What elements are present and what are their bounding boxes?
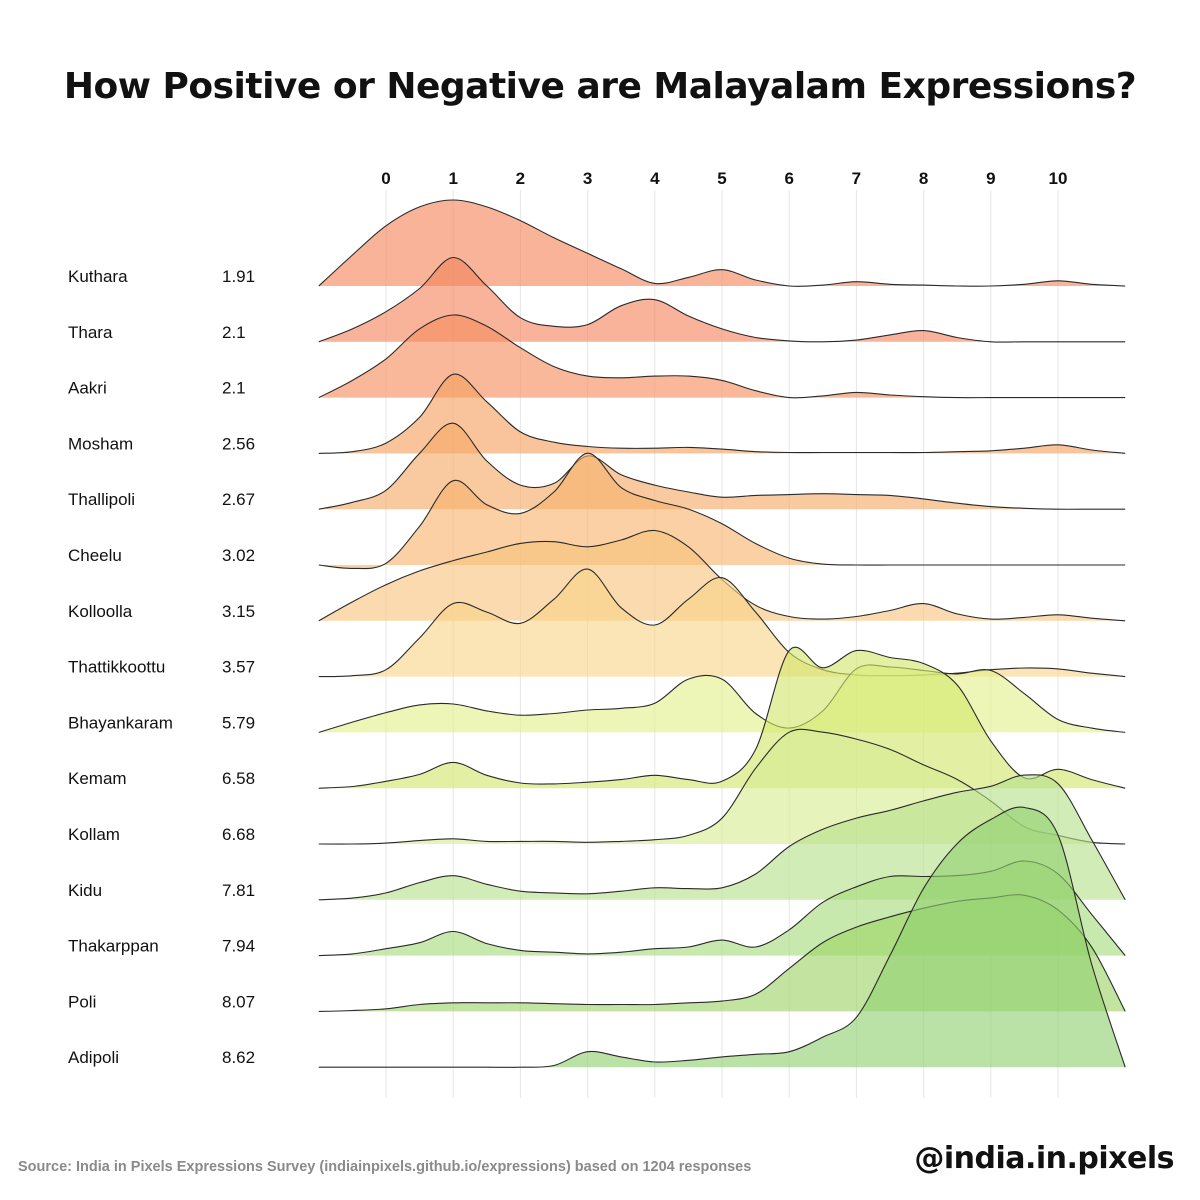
x-tick-label: 7	[852, 169, 861, 188]
row-label: Kidu	[68, 881, 102, 900]
row-mean-value: 2.67	[222, 490, 255, 509]
ridge-area	[318, 530, 1126, 621]
ridge-outline	[318, 646, 1126, 789]
ridge-kidu	[318, 774, 1126, 901]
ridge-thattikkoottu	[318, 568, 1126, 678]
ridge-outline	[318, 422, 1126, 510]
ridge-area	[318, 453, 1126, 569]
row-mean-value: 3.57	[222, 658, 255, 677]
ridge-thallipoli	[318, 422, 1126, 510]
row-mean-value: 6.58	[222, 769, 255, 788]
ridge-area	[318, 423, 1126, 510]
ridge-cheelu	[318, 452, 1126, 570]
x-tick-label: 6	[784, 169, 793, 188]
x-tick-label: 2	[516, 169, 525, 188]
row-mean-value: 7.94	[222, 937, 255, 956]
row-mean-value: 8.62	[222, 1048, 255, 1067]
ridge-mosham	[318, 373, 1126, 454]
ridge-adipoli	[318, 806, 1126, 1068]
row-labels: Kuthara 1.91 Thara 2.1 Aakri 2.1 Mosham 2.56 Tha…	[68, 267, 255, 1067]
ridge-area	[318, 374, 1126, 454]
chart-title: How Positive or Negative are Malayalam E…	[63, 66, 1137, 107]
ridge-area	[318, 774, 1126, 900]
row-label: Thallipoli	[68, 490, 135, 509]
ridge-outline	[318, 314, 1126, 399]
row-label: Cheelu	[68, 546, 122, 565]
row-mean-value: 3.02	[222, 546, 255, 565]
row-label: Poli	[68, 992, 96, 1011]
x-tick-label: 9	[986, 169, 995, 188]
ridges	[318, 199, 1126, 1068]
x-tick-label: 10	[1049, 169, 1068, 188]
row-mean-value: 1.91	[222, 267, 255, 286]
ridge-outline	[318, 806, 1126, 1068]
row-mean-value: 5.79	[222, 713, 255, 732]
ridge-area	[318, 647, 1126, 789]
ridge-outline	[318, 199, 1126, 287]
row-mean-value: 2.1	[222, 323, 246, 342]
ridge-area	[318, 314, 1126, 398]
ridge-outline	[318, 256, 1126, 343]
row-label: Kollam	[68, 825, 120, 844]
row-label: Kemam	[68, 769, 127, 788]
row-mean-value: 3.15	[222, 602, 255, 621]
ridge-outline	[318, 452, 1126, 570]
x-tick-label: 3	[583, 169, 592, 188]
row-mean-value: 2.1	[222, 379, 246, 398]
ridge-area	[318, 569, 1126, 677]
x-tick-label: 0	[381, 169, 390, 188]
row-label: Thattikkoottu	[68, 658, 165, 677]
ridge-area	[318, 257, 1126, 343]
ridge-outline	[318, 373, 1126, 454]
source-note: Source: India in Pixels Expressions Surv…	[18, 1159, 752, 1175]
row-label: Aakri	[68, 379, 107, 398]
row-label: Kolloolla	[68, 602, 133, 621]
ridge-kuthara	[318, 199, 1126, 287]
social-handle[interactable]: @india.in.pixels	[914, 1141, 1174, 1176]
row-label: Bhayankaram	[68, 713, 173, 732]
x-tick-label: 8	[919, 169, 928, 188]
x-axis-tick-labels: 0 1 2 3 4 5 6 7 8 9 10	[381, 169, 1067, 188]
row-label: Thakarppan	[68, 937, 159, 956]
row-mean-value: 8.07	[222, 992, 255, 1011]
row-label: Thara	[68, 323, 113, 342]
row-label: Mosham	[68, 434, 133, 453]
ridge-area	[318, 200, 1126, 287]
row-mean-value: 7.81	[222, 881, 255, 900]
x-tick-label: 5	[717, 169, 726, 188]
ridge-aakri	[318, 314, 1126, 399]
ridge-outline	[318, 568, 1126, 678]
ridge-kemam	[318, 646, 1126, 789]
x-tick-label: 1	[448, 169, 457, 188]
ridge-thara	[318, 256, 1126, 343]
x-tick-label: 4	[650, 169, 660, 188]
row-mean-value: 2.56	[222, 434, 255, 453]
ridge-outline	[318, 664, 1126, 733]
ridge-outline	[318, 774, 1126, 901]
row-label: Kuthara	[68, 267, 128, 286]
row-mean-value: 6.68	[222, 825, 255, 844]
row-label: Adipoli	[68, 1048, 119, 1067]
ridge-area	[318, 807, 1126, 1068]
